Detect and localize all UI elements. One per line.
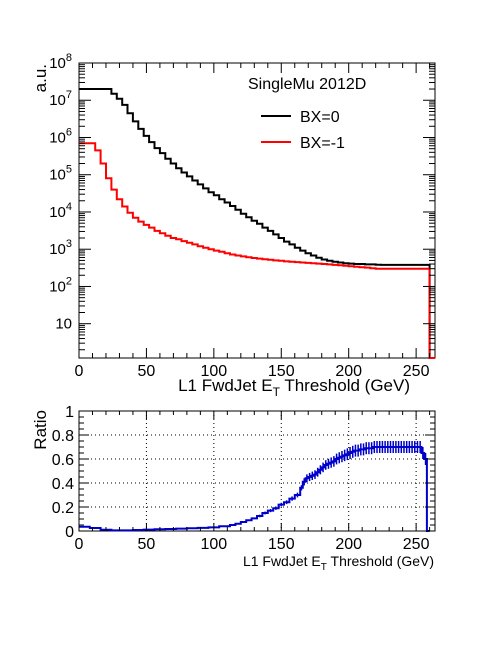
main-y-tick-label: 108	[49, 52, 72, 72]
main-y-tick-label-base: 10	[49, 92, 66, 109]
ratio-y-tick-label: 0.4	[52, 476, 74, 493]
main-y-tick-label-exp: 6	[66, 126, 72, 138]
main-y-tick-label-exp: 3	[66, 238, 72, 250]
ratio-series-line-0	[79, 447, 430, 531]
main-x-tick-label: 50	[138, 363, 156, 380]
main-y-tick-label: 105	[49, 164, 72, 184]
ratio-x-tick-label: 0	[75, 536, 84, 553]
ratio-x-axis-label: L1 FwdJet ET Threshold (GeV)	[243, 553, 434, 573]
main-plot-frame	[79, 63, 435, 358]
ratio-x-axis-label-tail: Threshold (GeV)	[327, 553, 434, 569]
ratio-y-tick-label: 0.8	[52, 428, 74, 445]
main-x-axis-label-tail: Threshold (GeV)	[280, 376, 410, 395]
main-y-tick-label-base: 10	[49, 55, 66, 72]
main-y-tick-label-base: 10	[55, 316, 72, 333]
main-y-tick-label-exp: 5	[66, 164, 72, 176]
ratio-x-tick-label: 100	[200, 536, 227, 553]
legend-label-bx0: BX=0	[300, 109, 340, 126]
main-y-tick-label-exp: 4	[66, 201, 72, 213]
main-y-tick-label: 103	[49, 238, 72, 258]
ratio-y-tick-label: 0.6	[52, 452, 74, 469]
main-y-tick-label: 106	[49, 126, 72, 146]
main-y-tick-label-exp: 8	[66, 52, 72, 64]
ratio-y-axis-label: Ratio	[31, 410, 50, 450]
ratio-x-tick-label: 250	[403, 536, 430, 553]
legend-label-bxm1: BX=-1	[300, 135, 345, 152]
main-series-line-1	[79, 143, 435, 358]
main-annotation: SingleMu 2012D	[248, 76, 366, 93]
main-series-line-0	[79, 89, 435, 358]
ratio-y-tick-label: 1	[65, 404, 74, 421]
ratio-x-axis-label-main: L1 FwdJet E	[243, 553, 321, 569]
main-series-group	[79, 89, 435, 358]
ratio-x-tick-label: 50	[138, 536, 156, 553]
main-y-tick-label-base: 10	[49, 167, 66, 184]
ratio-y-tick-label: 0	[65, 524, 74, 541]
main-x-axis-label-main: L1 FwdJet E	[178, 376, 273, 395]
legend: BX=0 BX=-1	[261, 109, 345, 152]
main-y-tick-label-exp: 2	[66, 275, 72, 287]
main-x-tick-label: 0	[75, 363, 84, 380]
main-y-tick-label: 107	[49, 89, 72, 109]
ratio-grid-group	[79, 411, 435, 531]
main-y-tick-label-exp: 7	[66, 89, 72, 101]
ratio-x-tick-label: 200	[335, 536, 362, 553]
main-y-tick-label-base: 10	[49, 241, 66, 258]
main-x-axis-label: L1 FwdJet ET Threshold (GeV)	[178, 376, 410, 399]
main-y-tick-label: 102	[49, 275, 72, 295]
main-y-tick-label-base: 10	[49, 129, 66, 146]
ratio-y-tick-label: 0.2	[52, 500, 74, 517]
ratio-series-group	[79, 441, 430, 531]
ratio-x-tick-label: 150	[268, 536, 295, 553]
main-y-tick-label: 10	[55, 316, 72, 333]
ratio-plot-frame	[79, 411, 435, 531]
main-y-axis-label: a.u.	[31, 64, 50, 92]
main-y-tick-label-base: 10	[49, 204, 66, 221]
main-y-tick-label: 104	[49, 201, 72, 221]
main-y-tick-label-base: 10	[49, 278, 66, 295]
ratio-panel: 0 50 100 150 200 250 0 0.2 0.4 0.6 0.8 1 Ratio L1 F…	[31, 404, 435, 573]
